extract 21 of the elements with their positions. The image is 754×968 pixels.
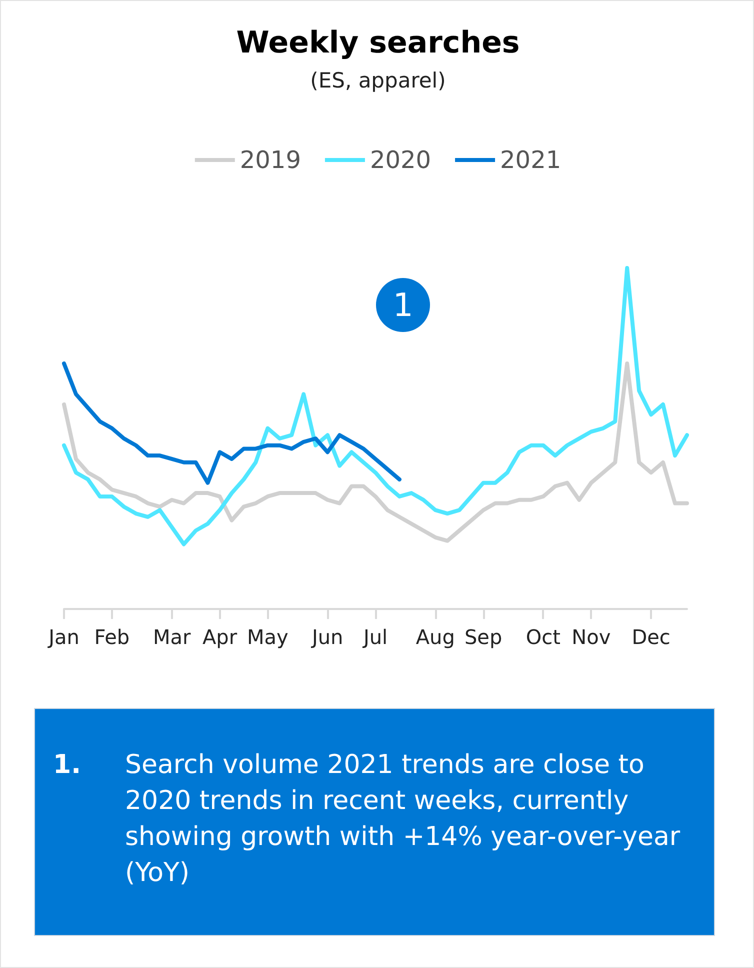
text: 1. [53, 749, 82, 782]
x-tick-label: May [246, 625, 289, 649]
x-tick-label: Dec [632, 625, 670, 649]
legend-label: 2019 [240, 146, 301, 174]
number-badge: 1 [376, 278, 430, 332]
annotation: 1 [392, 286, 414, 324]
x-tick-label: Mar [152, 625, 192, 649]
x-tick-label: Aug [416, 625, 455, 649]
x-tick-label: Oct [526, 625, 561, 649]
chart-subtitle: (ES, apparel) [310, 68, 446, 92]
x-tick-label: Jan [46, 625, 80, 649]
x-tick-label: Jul [361, 625, 388, 649]
x-tick-label: Jun [310, 625, 344, 649]
x-tick-label: Nov [572, 625, 611, 649]
legend-label: 2020 [370, 146, 432, 174]
legend-label: 2021 [500, 146, 562, 174]
x-tick-label: Sep [464, 625, 502, 649]
text: Search volume 2021 trends are close to 2020 trends in recent weeks, currently showing growth with +14% year-over-year (YoY) [125, 749, 682, 890]
chart-title: Weekly searches [236, 26, 520, 60]
x-tick-label: Feb [94, 625, 130, 649]
x-tick-label: Apr [202, 625, 238, 649]
